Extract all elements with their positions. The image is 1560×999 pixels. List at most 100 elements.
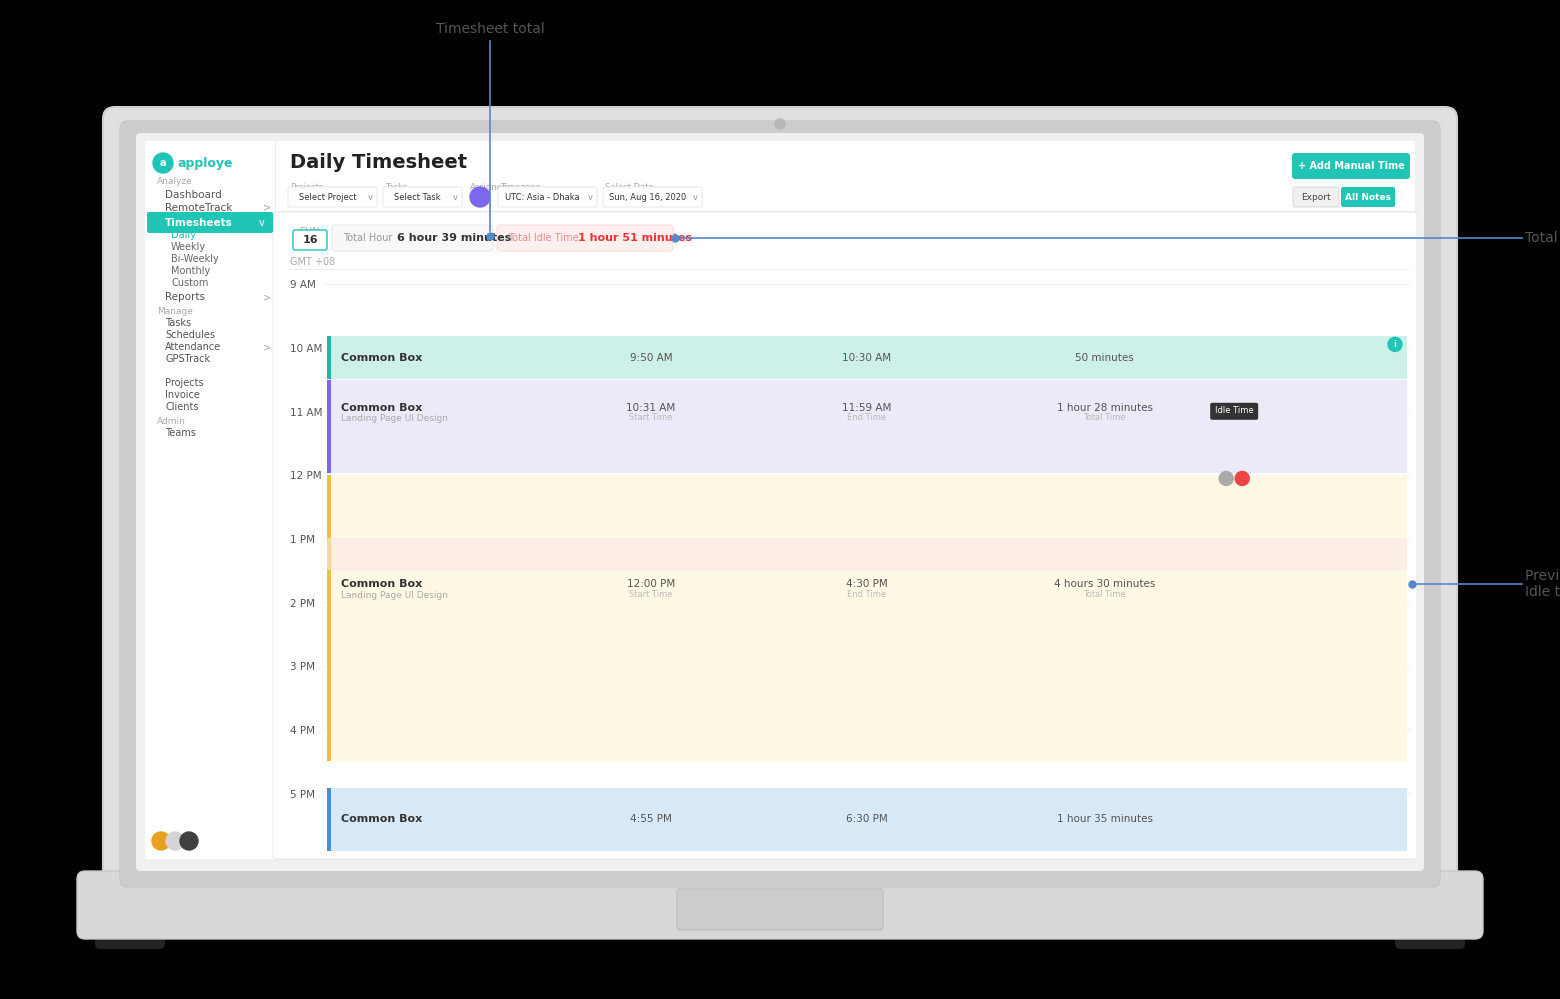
FancyBboxPatch shape <box>604 187 702 207</box>
FancyBboxPatch shape <box>145 141 275 859</box>
Text: Dashboard: Dashboard <box>165 190 222 200</box>
Text: UTC: Asia - Dhaka: UTC: Asia - Dhaka <box>505 193 580 202</box>
FancyBboxPatch shape <box>384 187 462 207</box>
FancyBboxPatch shape <box>498 225 672 251</box>
Text: Select Task: Select Task <box>395 193 441 202</box>
Text: 16: 16 <box>303 235 318 245</box>
Text: Start Time: Start Time <box>629 414 672 423</box>
Text: Common Box: Common Box <box>342 579 423 589</box>
Text: Attendance: Attendance <box>165 342 222 352</box>
Circle shape <box>151 832 170 850</box>
Text: Landing Page UI Design: Landing Page UI Design <box>342 415 448 424</box>
Text: 50 minutes: 50 minutes <box>1075 353 1134 363</box>
Text: Admin: Admin <box>158 417 186 426</box>
Text: Bi-Weekly: Bi-Weekly <box>172 254 218 264</box>
Text: Teams: Teams <box>165 428 197 438</box>
FancyBboxPatch shape <box>120 121 1440 887</box>
Text: Custom: Custom <box>172 278 209 288</box>
Text: Analyze: Analyze <box>158 177 193 186</box>
Text: Total idle time: Total idle time <box>1526 231 1560 245</box>
Text: Manage: Manage <box>158 307 193 316</box>
FancyBboxPatch shape <box>328 381 1407 474</box>
Text: Select Date: Select Date <box>605 184 654 193</box>
Text: 12 PM: 12 PM <box>290 472 321 482</box>
Text: Total Time: Total Time <box>1083 589 1126 598</box>
FancyBboxPatch shape <box>273 212 1416 859</box>
FancyBboxPatch shape <box>677 889 883 930</box>
Text: 4 hours 30 minutes: 4 hours 30 minutes <box>1055 579 1156 589</box>
Text: 1 PM: 1 PM <box>290 535 315 545</box>
Circle shape <box>775 119 785 129</box>
Circle shape <box>1388 338 1402 352</box>
Circle shape <box>1236 472 1250 486</box>
Text: 4 PM: 4 PM <box>290 726 315 736</box>
FancyBboxPatch shape <box>328 538 1407 570</box>
Text: Start Time: Start Time <box>629 589 672 598</box>
Text: 10 AM: 10 AM <box>290 344 323 354</box>
FancyBboxPatch shape <box>275 141 1415 211</box>
FancyBboxPatch shape <box>328 337 331 379</box>
Text: Clients: Clients <box>165 402 198 412</box>
Text: a: a <box>159 158 167 168</box>
Text: 2 PM: 2 PM <box>290 598 315 608</box>
Text: + Add Manual Time: + Add Manual Time <box>1298 161 1404 171</box>
FancyBboxPatch shape <box>1211 403 1259 420</box>
Text: Weekly: Weekly <box>172 242 206 252</box>
Text: Timezone: Timezone <box>501 184 541 193</box>
Text: >: > <box>264 292 271 302</box>
FancyBboxPatch shape <box>328 337 1407 379</box>
FancyBboxPatch shape <box>328 475 1407 761</box>
Text: Reports: Reports <box>165 292 204 302</box>
Text: Daily: Daily <box>172 230 197 240</box>
Text: GMT +08: GMT +08 <box>290 257 335 267</box>
FancyBboxPatch shape <box>1342 187 1395 207</box>
Text: 11:59 AM: 11:59 AM <box>842 403 892 413</box>
FancyBboxPatch shape <box>76 871 1484 939</box>
Text: Idle Time: Idle Time <box>1215 407 1254 416</box>
FancyBboxPatch shape <box>1293 187 1338 207</box>
Text: v: v <box>259 218 265 228</box>
Text: 12:00 PM: 12:00 PM <box>627 579 675 589</box>
Text: Total Hour: Total Hour <box>343 233 393 243</box>
Text: 4:55 PM: 4:55 PM <box>630 814 672 824</box>
Text: Projects: Projects <box>290 184 323 193</box>
Text: Preview individual: Preview individual <box>1526 569 1560 583</box>
Text: 11 AM: 11 AM <box>290 408 323 418</box>
FancyBboxPatch shape <box>103 107 1457 903</box>
Text: Timesheets: Timesheets <box>165 218 232 228</box>
Text: Common Box: Common Box <box>342 403 423 413</box>
FancyBboxPatch shape <box>1292 153 1410 179</box>
Text: 6:30 PM: 6:30 PM <box>846 814 888 824</box>
Text: 1 hour 51 minutes: 1 hour 51 minutes <box>579 233 693 243</box>
Text: i: i <box>1393 340 1396 349</box>
Text: RemoteTrack: RemoteTrack <box>165 203 232 213</box>
FancyBboxPatch shape <box>145 141 1415 859</box>
FancyBboxPatch shape <box>328 787 1407 851</box>
Text: v: v <box>368 193 373 202</box>
Text: Projects: Projects <box>165 378 204 388</box>
Text: Daily Timesheet: Daily Timesheet <box>290 154 466 173</box>
Text: Select Project: Select Project <box>298 193 356 202</box>
Text: 9 AM: 9 AM <box>290 281 315 291</box>
Text: v: v <box>588 193 593 202</box>
Text: 1 hour 35 minutes: 1 hour 35 minutes <box>1056 814 1153 824</box>
Text: >: > <box>264 342 271 352</box>
Text: 4:30 PM: 4:30 PM <box>846 579 888 589</box>
Text: v: v <box>452 193 457 202</box>
Text: Idle time: Idle time <box>1526 585 1560 599</box>
Text: Schedules: Schedules <box>165 330 215 340</box>
FancyBboxPatch shape <box>332 225 493 251</box>
FancyBboxPatch shape <box>498 187 597 207</box>
Text: Export: Export <box>1301 193 1331 202</box>
Text: v: v <box>693 193 697 202</box>
Text: Tasks: Tasks <box>385 184 407 193</box>
Text: 10:31 AM: 10:31 AM <box>627 403 675 413</box>
Text: Monthly: Monthly <box>172 266 211 276</box>
Text: 10:30 AM: 10:30 AM <box>842 353 892 363</box>
Text: 9:50 AM: 9:50 AM <box>630 353 672 363</box>
Circle shape <box>470 187 490 207</box>
FancyBboxPatch shape <box>1395 921 1465 949</box>
FancyBboxPatch shape <box>95 921 165 949</box>
FancyBboxPatch shape <box>328 475 331 761</box>
Text: Timesheet total: Timesheet total <box>435 22 544 36</box>
